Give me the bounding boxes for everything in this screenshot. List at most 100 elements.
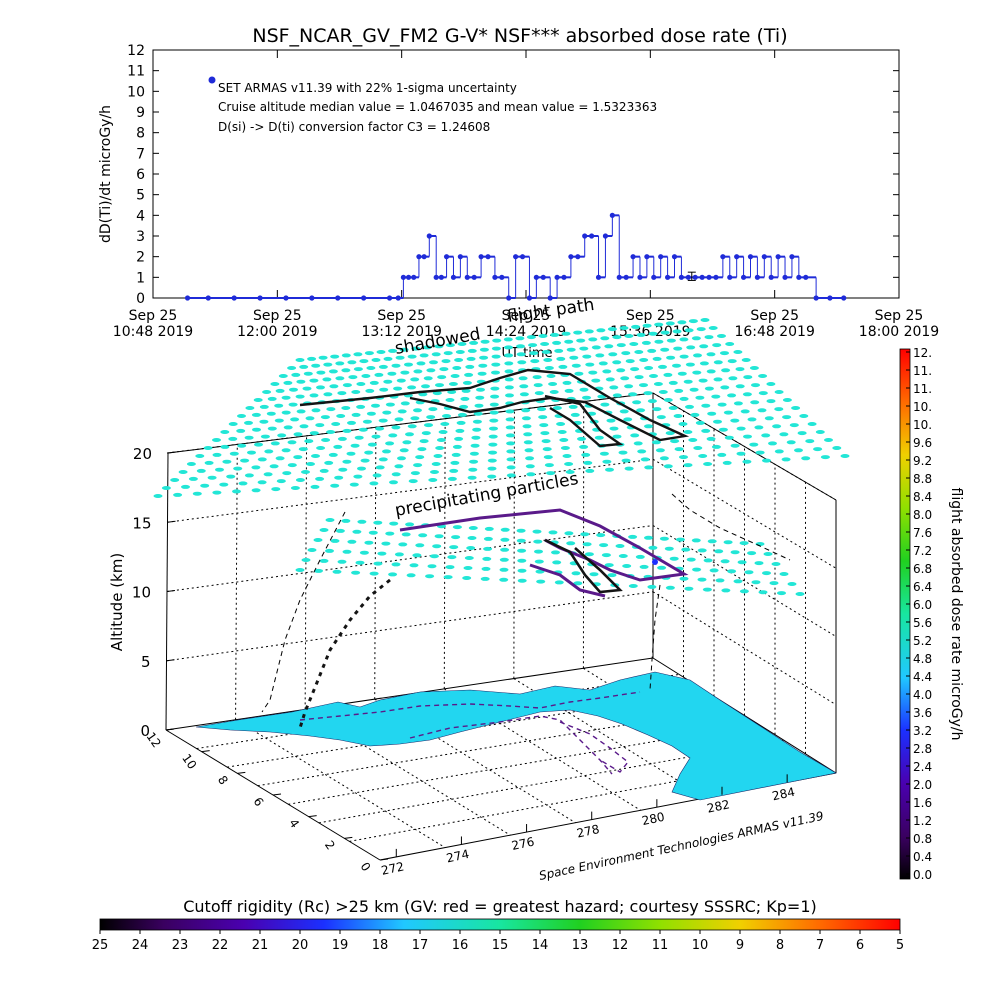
particle-dot	[442, 414, 451, 418]
particle-dot	[658, 364, 667, 369]
particle-dot	[438, 430, 448, 434]
particle-dot	[367, 442, 377, 447]
lat-tick-label: 2	[322, 838, 338, 852]
particle-dot	[703, 558, 713, 563]
particle-dot	[474, 403, 484, 408]
particle-dot	[679, 396, 689, 401]
wall-gridline	[166, 458, 654, 523]
particle-dot	[379, 387, 389, 392]
series-point	[405, 274, 412, 280]
series-point	[575, 254, 581, 260]
particle-dot	[712, 343, 722, 348]
particle-dot	[472, 427, 482, 432]
particle-dot	[489, 418, 499, 423]
particle-dot	[341, 353, 351, 358]
series-point	[720, 254, 726, 260]
particle-dot	[751, 383, 760, 388]
particle-dot	[371, 403, 380, 408]
particle-dot	[283, 425, 293, 430]
particle-dot	[766, 382, 776, 386]
particle-dot	[727, 569, 737, 574]
particle-dot	[573, 581, 583, 586]
rigidity-colorbar: Cutoff rigidity (Rc) >25 km (GV: red = g…	[92, 897, 904, 953]
particle-dot	[654, 322, 664, 327]
particle-dot	[695, 395, 705, 400]
particle-dot	[301, 558, 311, 562]
particle-dot	[779, 432, 789, 437]
dose-colorbar-ticks: 12. 11. 11. 10. 10. 9.6 9.2 8.8 8.4 8.0 7.6 7.2 6.8 6…	[906, 346, 932, 882]
credit-text: Space Environment Technologies ARMAS v11…	[538, 809, 825, 883]
series-point	[400, 274, 406, 280]
particle-dot	[330, 483, 340, 488]
particle-dot	[313, 538, 323, 542]
wall-gridline-vertical	[304, 435, 308, 710]
dose-colorbar-tick-label: 2.4	[913, 760, 932, 774]
particle-dot	[500, 547, 510, 552]
particle-dot	[267, 426, 277, 431]
series-point	[416, 254, 422, 260]
particle-dot	[212, 438, 221, 442]
particle-dot	[523, 432, 533, 437]
particle-dot	[471, 435, 481, 440]
particle-dot	[371, 358, 381, 362]
particle-dot	[296, 379, 306, 384]
particle-dot	[468, 526, 478, 530]
particle-dot	[469, 459, 479, 464]
particle-dot	[467, 536, 477, 540]
particle-dot	[608, 352, 618, 357]
particle-dot	[582, 542, 592, 547]
floor-gridline	[227, 690, 706, 768]
particle-dot	[761, 433, 771, 438]
particle-dot	[422, 345, 432, 350]
particle-dot	[410, 416, 420, 421]
particle-dot	[525, 464, 535, 469]
particle-dot	[371, 434, 381, 439]
particle-dot	[538, 415, 548, 420]
precipitating-particle-grid	[153, 318, 850, 596]
particle-dot	[311, 454, 320, 458]
particle-dot	[665, 585, 675, 590]
particle-dot	[749, 442, 759, 447]
particle-dot	[244, 435, 254, 440]
particle-dot	[388, 572, 398, 577]
particle-dot	[654, 339, 664, 344]
rigidity-colorbar-tick-label: 9	[736, 938, 744, 953]
particle-dot	[552, 406, 562, 410]
particle-dot	[552, 340, 562, 345]
particle-dot	[309, 378, 319, 383]
particle-dot	[516, 352, 526, 357]
particle-dot	[400, 401, 410, 406]
particle-dot	[301, 470, 310, 474]
particle-dot	[393, 386, 403, 391]
particle-dot	[550, 332, 560, 337]
particle-dot	[605, 377, 615, 382]
dose-colorbar-tick-label: 0.4	[913, 850, 932, 864]
particle-dot	[693, 446, 703, 450]
particle-dot	[207, 475, 217, 480]
particle-dot	[469, 340, 479, 345]
particle-dot	[695, 420, 705, 425]
particle-dot	[504, 385, 514, 390]
particle-dot	[789, 423, 799, 428]
series-point	[651, 274, 657, 280]
particle-dot	[416, 361, 426, 366]
y-axis-label: dD(Ti)/dt microGy/h	[98, 105, 114, 243]
particle-dot	[321, 438, 331, 442]
particle-dot	[774, 407, 784, 412]
particle-dot	[585, 362, 595, 367]
particle-dot	[366, 411, 376, 416]
particle-dot	[683, 463, 693, 468]
particle-dot	[799, 414, 809, 418]
particle-dot	[426, 415, 436, 420]
particle-dot	[376, 350, 386, 354]
particle-dot	[328, 369, 338, 374]
particle-dot	[432, 544, 442, 549]
particle-dot	[815, 430, 825, 434]
particle-dot	[505, 393, 514, 398]
particle-dot	[774, 449, 784, 454]
particle-dot	[573, 330, 583, 335]
particle-dot	[609, 426, 619, 431]
particle-dot	[743, 375, 753, 380]
particle-dot	[517, 360, 527, 365]
particle-dot	[475, 395, 485, 400]
